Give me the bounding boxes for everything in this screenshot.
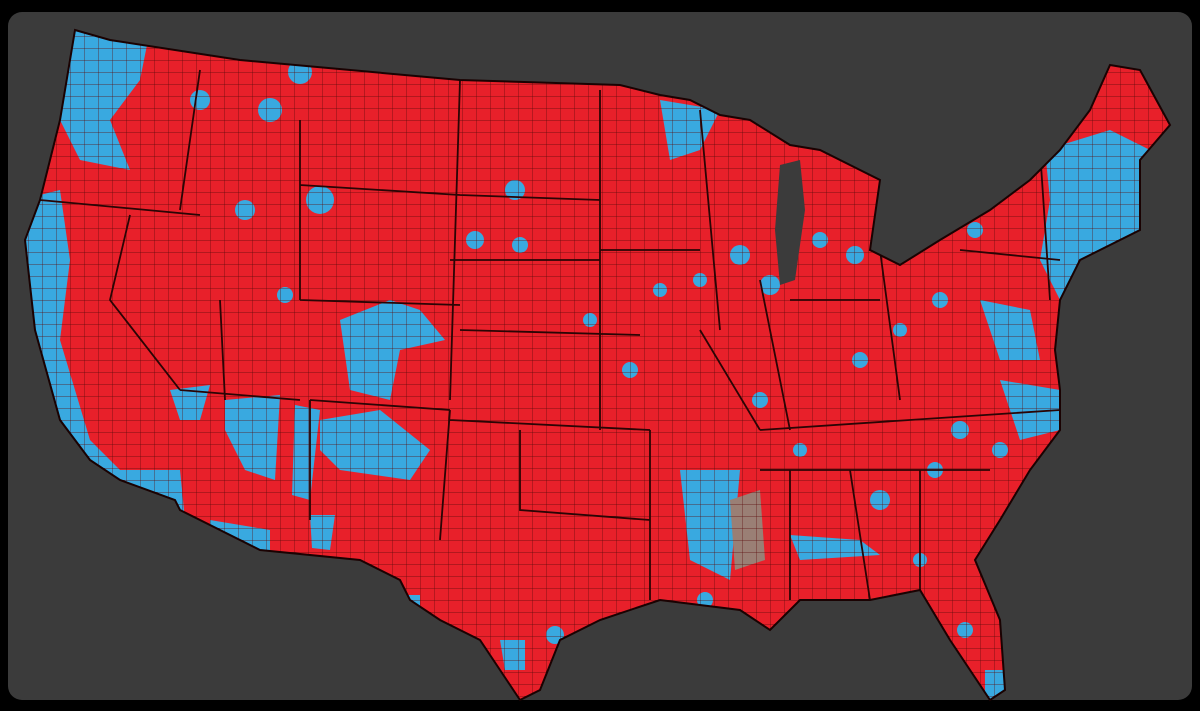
lake-michigan xyxy=(775,160,805,285)
state-borders xyxy=(39,69,1061,601)
